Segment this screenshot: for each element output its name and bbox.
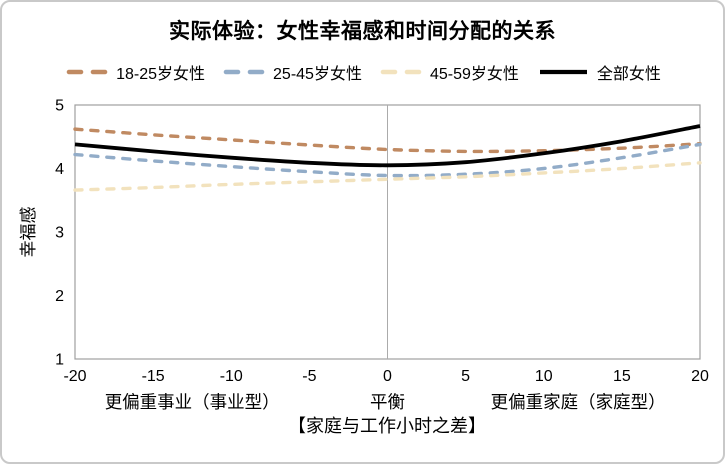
legend-item-3: 全部女性 bbox=[535, 60, 661, 84]
legend-item-2: 45-59岁女性 bbox=[378, 60, 519, 84]
x-tick-label: 5 bbox=[461, 368, 470, 385]
series-line-25-45岁女性 bbox=[73, 142, 702, 178]
x-tick-label: 15 bbox=[613, 368, 631, 385]
legend-item-0: 18-25岁女性 bbox=[64, 60, 205, 84]
legend-label: 18-25岁女性 bbox=[116, 66, 206, 83]
legend-item-1: 25-45岁女性 bbox=[221, 60, 362, 84]
x-tick-label: -20 bbox=[63, 368, 86, 385]
legend-label: 全部女性 bbox=[596, 66, 661, 83]
legend-label: 25-45岁女性 bbox=[273, 66, 362, 83]
series-line-45-59岁女性 bbox=[73, 161, 702, 192]
region-label: 更偏重事业（事业型） bbox=[105, 392, 280, 412]
y-tick-label: 2 bbox=[55, 288, 64, 305]
series-line-18-25岁女性 bbox=[73, 127, 702, 154]
y-tick-label: 1 bbox=[55, 352, 64, 369]
y-axis-tick-labels: 5 4 3 2 1 bbox=[55, 98, 64, 369]
legend-marker bbox=[66, 69, 108, 75]
x-tick-label: -15 bbox=[142, 368, 165, 385]
region-label: 平衡 bbox=[370, 392, 405, 412]
x-axis-region-labels: 更偏重事业（事业型） 平衡 更偏重家庭（家庭型） bbox=[105, 392, 666, 412]
x-tick-label: -5 bbox=[302, 368, 316, 385]
y-tick-label: 4 bbox=[55, 161, 64, 178]
legend-marker bbox=[539, 69, 587, 75]
x-tick-label: 0 bbox=[383, 368, 392, 385]
x-tick-label: -10 bbox=[220, 368, 243, 385]
x-axis-title: 【家庭与工作小时之差】 bbox=[288, 416, 486, 436]
x-tick-label: 10 bbox=[535, 368, 553, 385]
legend: 18-25岁女性 25-45岁女性 45-59岁女性 全部女性 bbox=[2, 60, 723, 84]
legend-marker bbox=[380, 69, 422, 75]
y-axis-title: 幸福感 bbox=[19, 207, 38, 258]
y-tick-label: 5 bbox=[55, 98, 64, 115]
region-label: 更偏重家庭（家庭型） bbox=[491, 392, 666, 412]
x-axis-tick-labels: -20 -15 -10 -5 0 5 10 15 20 bbox=[63, 368, 709, 385]
legend-marker bbox=[223, 69, 265, 75]
legend-label: 45-59岁女性 bbox=[429, 66, 519, 83]
series-curves bbox=[73, 124, 702, 192]
series-line-全部女性 bbox=[74, 124, 701, 168]
chart-title: 实际体验：女性幸福感和时间分配的关系 bbox=[169, 20, 556, 43]
x-tick-label: 20 bbox=[691, 368, 709, 385]
y-tick-label: 3 bbox=[55, 225, 64, 242]
